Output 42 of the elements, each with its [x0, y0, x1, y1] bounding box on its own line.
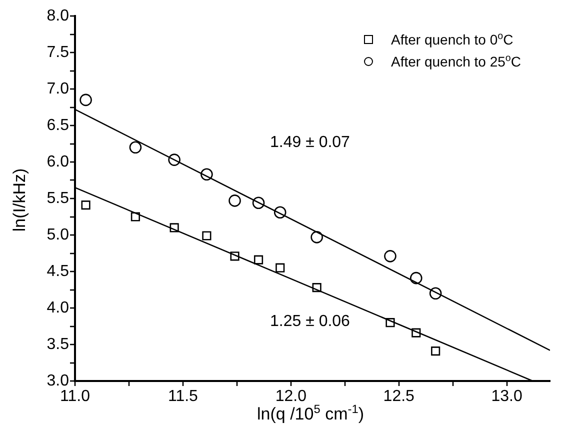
y-tick-label: 7.5 [46, 44, 70, 61]
annotation: 1.25 ± 0.06 [270, 313, 350, 331]
x-tick-label: 12.5 [383, 388, 415, 406]
point [202, 231, 212, 240]
x-tick-label: 13.0 [491, 388, 522, 406]
point [129, 141, 142, 154]
y-tick-label: 3.0 [46, 372, 70, 390]
point [431, 346, 440, 356]
y-tick-label: 4.5 [46, 262, 70, 280]
y-tick-label: 6.5 [46, 116, 70, 134]
point [81, 200, 90, 210]
y-tick-label: 6.0 [46, 153, 70, 170]
point [312, 283, 322, 292]
point [254, 255, 264, 264]
point [310, 231, 323, 244]
point [384, 250, 396, 262]
legend-label: After quench to 25$^{o}$C [391, 52, 521, 70]
point [386, 318, 395, 328]
point [80, 94, 92, 106]
point [170, 223, 179, 232]
point [429, 287, 442, 300]
point [168, 154, 180, 166]
point [228, 194, 241, 207]
legend-label: After quench to 0$^{o}$C [391, 30, 514, 48]
y-tick-label: 5.5 [46, 190, 70, 207]
y-tick-label: 5.0 [46, 226, 70, 244]
y-axis-title: ln(I/kHz) [10, 167, 30, 234]
point [200, 168, 213, 181]
x-tick-label: 11.5 [168, 388, 198, 406]
point [252, 196, 265, 210]
point [276, 263, 285, 272]
y-tick-label: 3.5 [46, 336, 70, 353]
y-tick-label: 7.0 [46, 80, 70, 98]
point [412, 328, 421, 338]
point [410, 272, 422, 284]
annotation: 1.49 ± 0.07 [270, 134, 350, 152]
y-tick-label: 8.0 [46, 7, 70, 24]
point [274, 206, 286, 219]
y-tick-label: 4.0 [46, 299, 70, 316]
point [230, 252, 240, 261]
point [130, 212, 140, 222]
x-tick-label: 11.0 [60, 388, 90, 406]
